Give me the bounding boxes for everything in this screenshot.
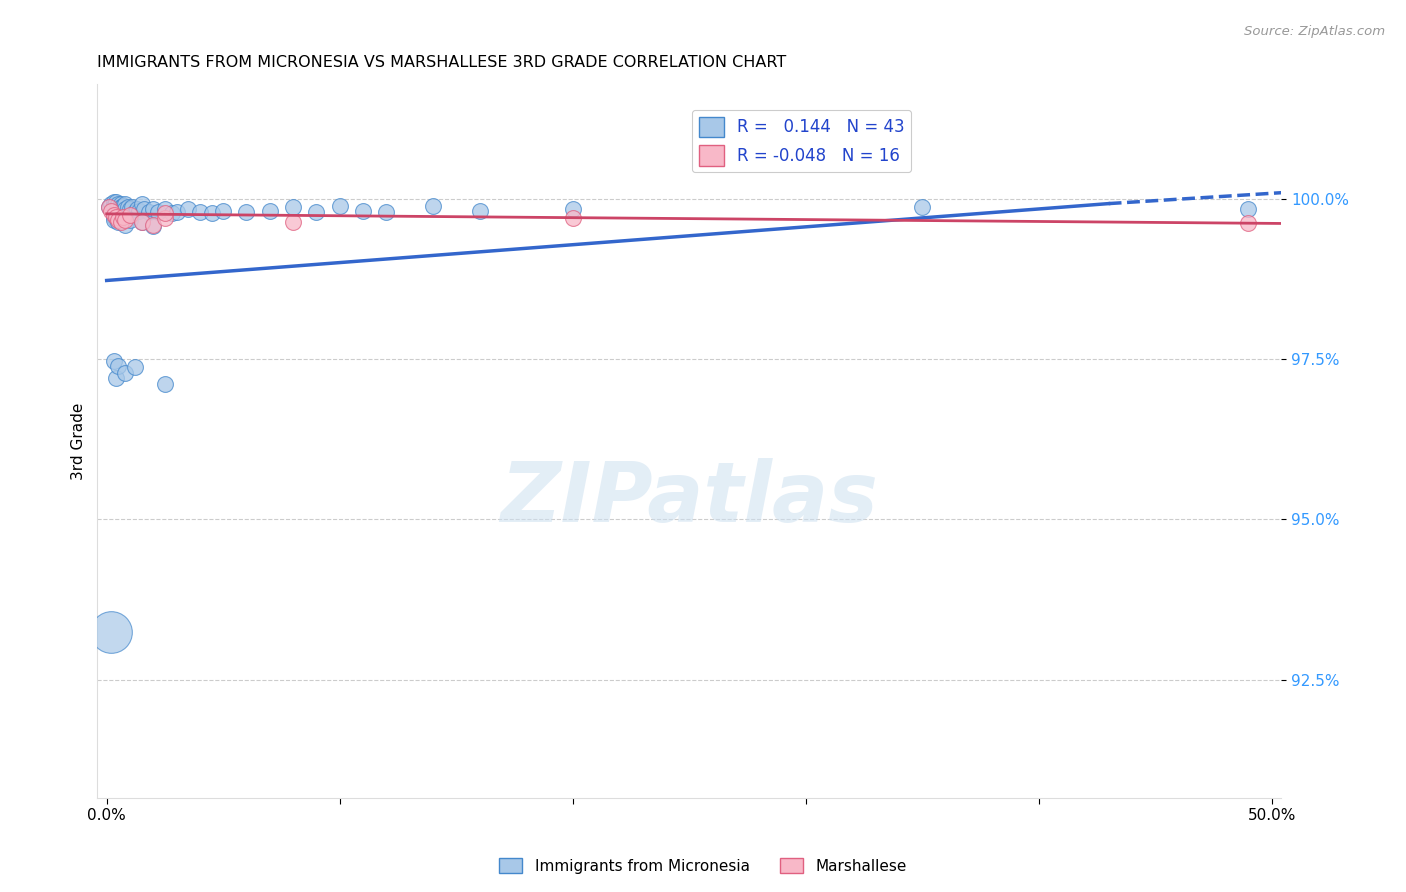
Point bbox=[153, 202, 176, 216]
Point bbox=[103, 195, 125, 210]
Point bbox=[911, 200, 934, 214]
Text: Source: ZipAtlas.com: Source: ZipAtlas.com bbox=[1244, 25, 1385, 38]
Point bbox=[281, 200, 304, 214]
Point bbox=[128, 203, 150, 218]
Text: ZIPatlas: ZIPatlas bbox=[501, 458, 879, 539]
Point bbox=[153, 376, 176, 391]
Point bbox=[142, 218, 165, 232]
Point bbox=[235, 205, 257, 219]
Point bbox=[259, 203, 281, 218]
Point bbox=[104, 210, 127, 224]
Point bbox=[177, 202, 200, 216]
Point bbox=[200, 206, 222, 220]
Point bbox=[131, 214, 153, 228]
Point bbox=[103, 212, 125, 227]
Legend: R =   0.144   N = 43, R = -0.048   N = 16: R = 0.144 N = 43, R = -0.048 N = 16 bbox=[692, 110, 911, 172]
Point bbox=[103, 208, 125, 222]
Point bbox=[118, 212, 141, 227]
Point bbox=[561, 211, 583, 226]
Point bbox=[188, 205, 211, 219]
Point bbox=[468, 203, 491, 218]
Point bbox=[281, 214, 304, 228]
Point bbox=[104, 210, 127, 224]
Point bbox=[110, 214, 132, 228]
Point bbox=[329, 198, 352, 212]
Point bbox=[114, 197, 136, 211]
Point bbox=[118, 202, 141, 216]
Point bbox=[142, 202, 165, 216]
Point bbox=[110, 197, 132, 211]
Point bbox=[103, 210, 125, 224]
Y-axis label: 3rd Grade: 3rd Grade bbox=[72, 402, 86, 480]
Text: IMMIGRANTS FROM MICRONESIA VS MARSHALLESE 3RD GRADE CORRELATION CHART: IMMIGRANTS FROM MICRONESIA VS MARSHALLES… bbox=[97, 55, 786, 70]
Point bbox=[107, 196, 129, 211]
Point bbox=[111, 210, 134, 224]
Point bbox=[100, 624, 122, 639]
Point bbox=[104, 195, 127, 210]
Point bbox=[100, 203, 122, 218]
Point bbox=[160, 206, 183, 220]
Point bbox=[107, 214, 129, 228]
Point bbox=[375, 205, 398, 219]
Point bbox=[100, 197, 122, 211]
Point bbox=[104, 212, 127, 227]
Point bbox=[422, 198, 444, 212]
Legend: Immigrants from Micronesia, Marshallese: Immigrants from Micronesia, Marshallese bbox=[494, 852, 912, 880]
Point bbox=[111, 198, 134, 212]
Point bbox=[114, 202, 136, 216]
Point bbox=[138, 205, 160, 219]
Point bbox=[146, 205, 169, 219]
Point bbox=[107, 359, 129, 373]
Point bbox=[114, 218, 136, 232]
Point bbox=[153, 211, 176, 226]
Point bbox=[1237, 202, 1260, 216]
Point bbox=[212, 203, 235, 218]
Point bbox=[124, 205, 146, 219]
Point bbox=[104, 371, 127, 385]
Point bbox=[114, 212, 136, 227]
Point bbox=[305, 205, 328, 219]
Point bbox=[98, 200, 121, 214]
Point bbox=[98, 200, 121, 214]
Point bbox=[142, 219, 165, 233]
Point bbox=[117, 200, 139, 214]
Point bbox=[132, 202, 155, 216]
Point bbox=[118, 208, 141, 222]
Point bbox=[110, 200, 132, 214]
Point bbox=[166, 205, 188, 219]
Point bbox=[107, 212, 129, 227]
Point bbox=[1237, 217, 1260, 231]
Point bbox=[131, 197, 153, 211]
Point bbox=[125, 202, 148, 216]
Point bbox=[131, 214, 153, 228]
Point bbox=[103, 198, 125, 212]
Point bbox=[153, 206, 176, 220]
Point bbox=[121, 200, 143, 214]
Point bbox=[352, 203, 374, 218]
Point bbox=[114, 367, 136, 381]
Point bbox=[561, 202, 583, 216]
Point bbox=[103, 353, 125, 368]
Point bbox=[124, 359, 146, 374]
